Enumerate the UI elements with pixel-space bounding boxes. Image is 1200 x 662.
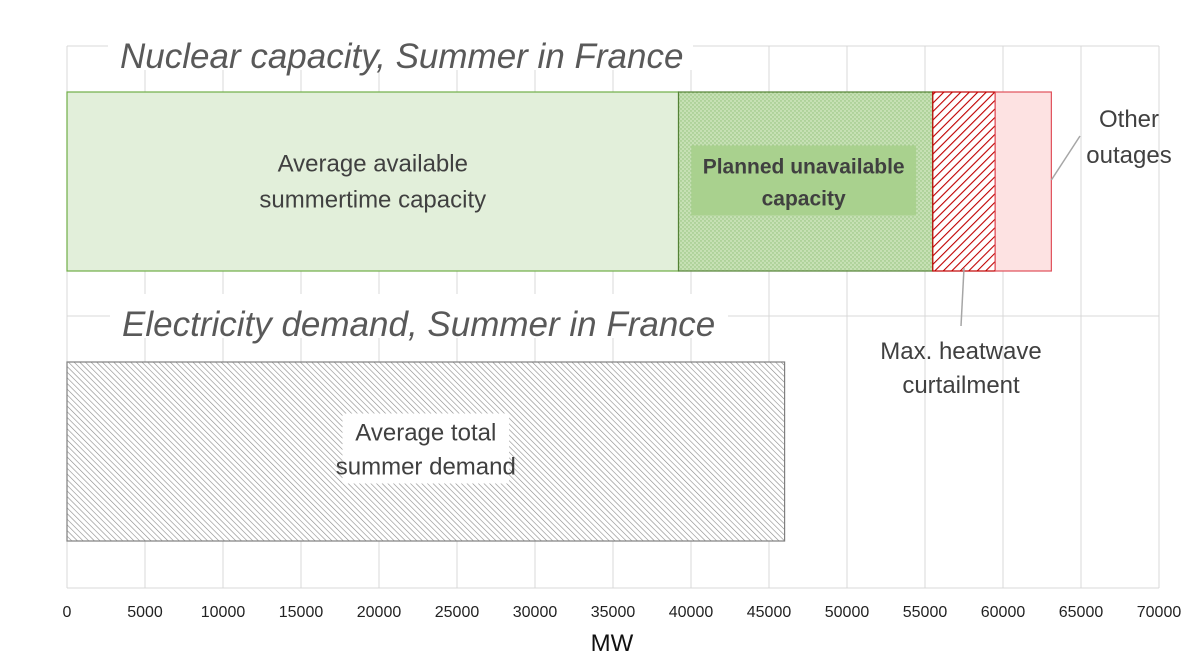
x-tick-label: 5000 xyxy=(127,604,163,621)
x-tick-label: 0 xyxy=(63,604,72,621)
group-title: Electricity demand, Summer in France xyxy=(122,305,715,344)
group-title-bg xyxy=(108,26,693,70)
segment-label: Average total xyxy=(355,420,496,447)
x-tick-label: 10000 xyxy=(201,604,246,621)
x-tick-label: 55000 xyxy=(903,604,948,621)
x-tick-label: 30000 xyxy=(513,604,558,621)
callout-label: Max. heatwave xyxy=(880,338,1041,365)
x-tick-label: 25000 xyxy=(435,604,480,621)
bar-segment xyxy=(932,91,996,272)
segment-label-bg xyxy=(342,413,510,484)
callout-label: curtailment xyxy=(902,372,1020,399)
bar-segment xyxy=(66,91,680,272)
x-tick-label: 65000 xyxy=(1059,604,1104,621)
segment-label-bg xyxy=(691,145,917,216)
callout-label: Other xyxy=(1099,106,1159,133)
x-tick-label: 35000 xyxy=(591,604,636,621)
x-tick-label: 20000 xyxy=(357,604,402,621)
labels-layer: Nuclear capacity, Summer in France Averag… xyxy=(108,26,1172,484)
x-axis-label: MW xyxy=(591,630,634,657)
callout-leader xyxy=(960,267,965,327)
segment-label: capacity xyxy=(762,188,846,211)
x-tick-label: 50000 xyxy=(825,604,870,621)
segment-label: Planned unavailable xyxy=(703,156,905,179)
segment-label: summertime capacity xyxy=(259,187,486,214)
segment-label: summer demand xyxy=(336,454,516,481)
callout-label: outages xyxy=(1086,142,1171,169)
x-tick-labels: 0 5000 10000 15000 20000 25000 30000 35000 40000… xyxy=(63,604,1182,621)
segment-label: Average available xyxy=(278,151,468,178)
x-tick-label: 60000 xyxy=(981,604,1026,621)
x-tick-label: 70000 xyxy=(1137,604,1182,621)
group-title: Nuclear capacity, Summer in France xyxy=(120,37,683,76)
bar-segment xyxy=(994,91,1052,272)
x-tick-label: 40000 xyxy=(669,604,714,621)
callout-leader xyxy=(1050,135,1081,181)
group-title-bg xyxy=(110,294,728,338)
x-tick-label: 45000 xyxy=(747,604,792,621)
x-tick-label: 15000 xyxy=(279,604,324,621)
